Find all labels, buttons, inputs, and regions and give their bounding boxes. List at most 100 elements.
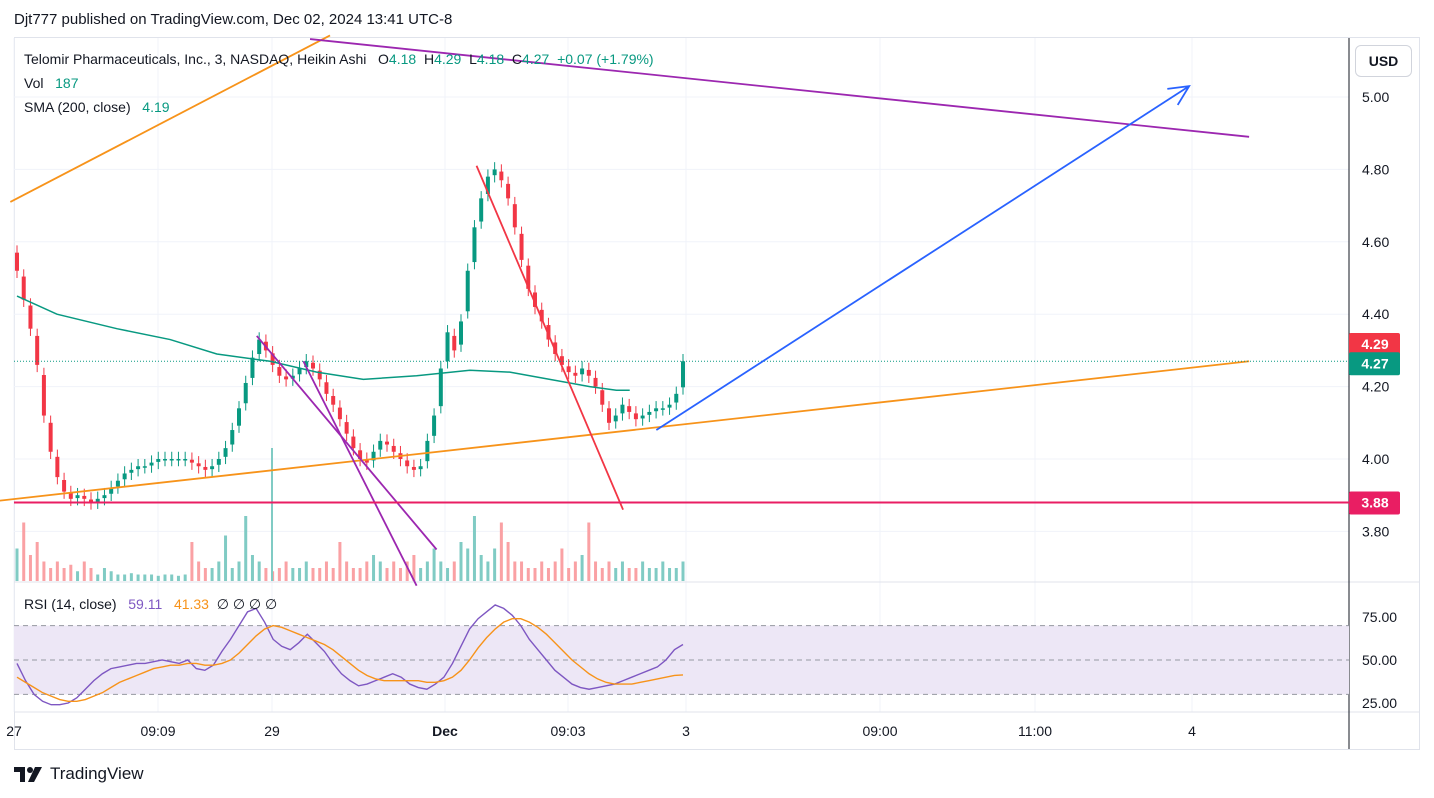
volume-bar — [318, 568, 322, 581]
candle — [216, 459, 221, 465]
candle — [250, 357, 255, 378]
volume-bar — [647, 568, 651, 581]
candle — [28, 305, 33, 329]
candle — [311, 362, 315, 369]
price-badge — [1349, 491, 1400, 515]
trendline[interactable] — [309, 38, 1250, 138]
volume-bar — [89, 568, 93, 581]
volume-bar — [156, 575, 160, 581]
sma-line — [16, 295, 630, 391]
candle — [559, 356, 564, 365]
volume-bar — [446, 568, 450, 581]
candle — [136, 466, 141, 470]
legend-symbol[interactable]: Telomir Pharmaceuticals, Inc., 3, NASDAQ… — [24, 51, 367, 67]
candle — [82, 495, 87, 499]
volume-bar — [331, 568, 335, 581]
candle — [465, 270, 470, 312]
candle — [196, 463, 201, 467]
candle — [284, 376, 289, 380]
volume-bar — [277, 568, 281, 581]
vol-label[interactable]: Vol — [24, 75, 44, 91]
candle — [297, 368, 302, 375]
candle — [55, 456, 60, 478]
candle — [640, 415, 645, 419]
volume-bar — [62, 568, 66, 581]
volume-bar — [102, 568, 106, 581]
candle — [620, 404, 625, 414]
volume-bar — [674, 568, 678, 581]
brand-name: TradingView — [50, 764, 144, 783]
rsi-axis-label: 75.00 — [1362, 609, 1397, 625]
candle — [660, 408, 665, 410]
volume-bar — [654, 568, 658, 581]
volume-bar — [452, 561, 456, 581]
candle — [633, 413, 638, 420]
volume-bar — [620, 561, 624, 581]
volume-bar — [22, 522, 26, 581]
candle — [351, 436, 356, 449]
volume-bar — [298, 568, 302, 581]
candle — [385, 441, 389, 445]
sma-label[interactable]: SMA (200, close) — [24, 99, 131, 115]
candle — [95, 498, 100, 502]
volume-bar — [520, 561, 524, 581]
volume-bar — [573, 561, 577, 581]
volume-bar — [472, 516, 476, 581]
legend-low-label: L — [469, 51, 477, 67]
volume-bar — [170, 574, 174, 581]
brand[interactable]: TradingView — [14, 764, 144, 784]
trendline[interactable] — [0, 360, 1250, 502]
legend-high-label: H — [423, 51, 435, 67]
sma-value: 4.19 — [142, 99, 170, 115]
legend-close-value: 4.27 — [522, 51, 550, 67]
trendline[interactable] — [256, 335, 438, 551]
time-axis-label: 09:09 — [140, 723, 175, 739]
volume-bar — [237, 561, 241, 581]
trendline[interactable] — [302, 360, 418, 587]
volume-bar — [304, 561, 308, 581]
volume-bar — [540, 561, 544, 581]
candle — [654, 408, 659, 412]
candle — [526, 265, 531, 289]
candle — [472, 227, 477, 263]
volume-bar — [345, 561, 349, 581]
candle — [115, 480, 120, 487]
volume-bar — [466, 548, 470, 581]
volume-bar — [143, 574, 147, 581]
rsi-ma-value: 41.33 — [173, 596, 209, 612]
candle — [163, 459, 167, 461]
trendline[interactable] — [475, 165, 624, 511]
sma-legend: SMA (200, close) 4.19 — [24, 99, 170, 115]
volume-bar — [600, 568, 604, 581]
candle — [411, 466, 416, 470]
volume-bar — [49, 568, 53, 581]
projection-arrow[interactable] — [655, 85, 1190, 431]
candle — [183, 459, 188, 461]
volume-bar — [311, 568, 315, 581]
volume-bar — [123, 574, 127, 581]
rsi-label[interactable]: RSI (14, close) — [24, 596, 117, 612]
candle — [210, 466, 215, 470]
volume-bar — [358, 568, 362, 581]
candle — [378, 440, 383, 450]
candle — [607, 408, 611, 423]
candle — [499, 171, 504, 181]
volume-bar — [365, 561, 369, 581]
candle — [512, 204, 517, 228]
volume-bar — [614, 568, 618, 581]
volume-bar — [567, 568, 571, 581]
candle — [324, 382, 329, 394]
volume-bar — [183, 574, 187, 581]
trendline[interactable] — [9, 34, 331, 203]
currency-button[interactable]: USD — [1355, 45, 1412, 77]
candle — [593, 377, 598, 387]
volume-bar — [634, 568, 638, 581]
time-axis-label: 29 — [264, 723, 280, 739]
candle — [337, 407, 342, 420]
candle — [485, 176, 490, 195]
candle — [613, 415, 618, 422]
volume-bar — [580, 555, 584, 581]
volume-bar — [668, 568, 672, 581]
price-badge-label: 4.29 — [1361, 336, 1388, 352]
